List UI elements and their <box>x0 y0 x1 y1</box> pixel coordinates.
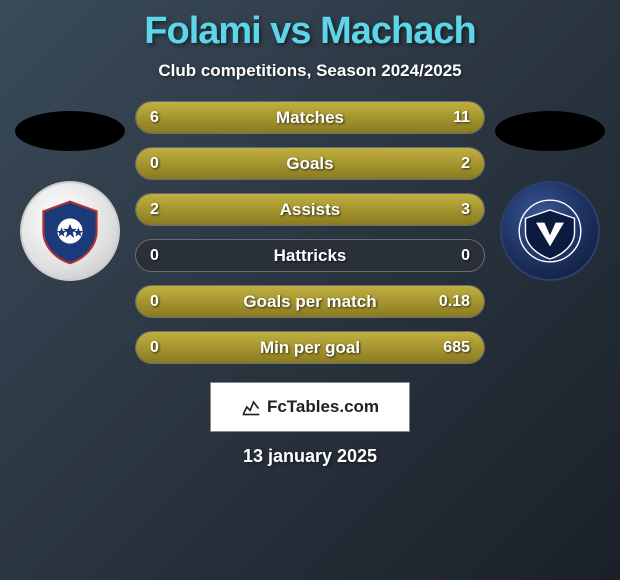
main-row: 6Matches110Goals22Assists30Hattricks00Go… <box>0 101 620 364</box>
stat-label: Matches <box>136 108 484 128</box>
left-team-badge <box>20 181 120 281</box>
stat-bar: 0Min per goal685 <box>135 331 485 364</box>
stat-bar: 0Goals per match0.18 <box>135 285 485 318</box>
comparison-card: Folami vs Machach Club competitions, Sea… <box>0 0 620 467</box>
brand-box[interactable]: FcTables.com <box>210 382 410 432</box>
stat-label: Min per goal <box>136 338 484 358</box>
victory-badge-icon <box>515 196 585 266</box>
stat-bar: 0Hattricks0 <box>135 239 485 272</box>
adelaide-badge-icon <box>35 196 105 266</box>
stat-label: Goals <box>136 154 484 174</box>
subtitle: Club competitions, Season 2024/2025 <box>158 61 461 81</box>
right-side <box>490 101 610 281</box>
stat-label: Hattricks <box>136 246 484 266</box>
stat-right-value: 11 <box>453 109 470 127</box>
date-label: 13 january 2025 <box>243 446 377 467</box>
stat-right-value: 0.18 <box>439 293 470 311</box>
stats-column: 6Matches110Goals22Assists30Hattricks00Go… <box>130 101 490 364</box>
stat-right-value: 0 <box>461 247 470 265</box>
fctables-logo-icon <box>241 397 261 417</box>
left-shadow-ellipse <box>15 111 125 151</box>
stat-label: Goals per match <box>136 292 484 312</box>
right-shadow-ellipse <box>495 111 605 151</box>
stat-bar: 6Matches11 <box>135 101 485 134</box>
stat-right-value: 2 <box>461 155 470 173</box>
stat-right-value: 3 <box>461 201 470 219</box>
right-team-badge <box>500 181 600 281</box>
stat-bar: 2Assists3 <box>135 193 485 226</box>
page-title: Folami vs Machach <box>144 10 475 53</box>
brand-text: FcTables.com <box>267 397 379 417</box>
stat-label: Assists <box>136 200 484 220</box>
left-side <box>10 101 130 281</box>
stat-right-value: 685 <box>443 339 470 357</box>
stat-bar: 0Goals2 <box>135 147 485 180</box>
